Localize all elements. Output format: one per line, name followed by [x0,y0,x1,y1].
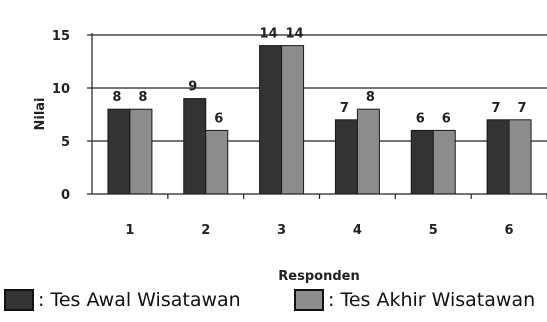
data-label-awal-3: 14 [260,27,278,42]
y-tick-label-5: 5 [61,135,70,150]
legend-label-awal: : Tes Awal Wisatawan [38,289,241,311]
bar-awal-6 [486,119,510,195]
data-label-akhir-6: 7 [518,101,527,116]
y-tick-label-10: 10 [52,82,70,97]
data-labels: 8 8 9 6 14 14 7 8 6 6 7 7 [112,27,526,127]
legend-swatch-akhir [294,289,324,311]
gridlines [92,34,547,142]
legend-item-akhir: : Tes Akhir Wisatawan [294,289,535,311]
legend-label-akhir: : Tes Akhir Wisatawan [328,289,536,311]
data-label-akhir-2: 6 [214,111,223,126]
bar-awal-5 [410,129,434,195]
y-tick-label-15: 15 [52,29,70,44]
bar-akhir-1 [129,108,153,195]
x-tick-label-3: 3 [277,223,286,238]
legend: : Tes Awal Wisatawan : Tes Akhir Wisataw… [0,289,547,319]
data-label-awal-2: 9 [188,80,197,95]
legend-item-awal: : Tes Awal Wisatawan [4,289,241,311]
data-label-akhir-5: 6 [442,111,451,126]
bars [107,45,532,195]
bar-akhir-4 [356,108,380,195]
data-label-awal-1: 8 [112,90,121,105]
bar-awal-1 [107,108,131,195]
x-tick-label-5: 5 [429,223,438,238]
x-tick-label-6: 6 [505,223,514,238]
data-label-awal-5: 6 [416,111,425,126]
y-axis-title: Nilai [33,97,48,130]
bar-awal-4 [334,119,358,195]
bar-akhir-5 [432,129,456,195]
y-tick-label-0: 0 [61,188,70,203]
axes: 0 5 10 15 1 2 3 4 5 6 [52,29,547,238]
legend-swatch-awal [4,289,34,311]
x-tick-label-1: 1 [125,223,134,238]
bar-awal-3 [259,45,283,195]
bar-awal-2 [183,98,207,195]
data-label-awal-4: 7 [340,101,349,116]
data-label-akhir-1: 8 [138,90,147,105]
data-label-awal-6: 7 [492,101,501,116]
bar-akhir-2 [205,129,229,195]
x-axis-title: Responden [278,269,359,284]
x-tick-label-2: 2 [201,223,210,238]
data-label-akhir-4: 8 [366,90,375,105]
data-label-akhir-3: 14 [286,27,304,42]
x-tick-label-4: 4 [353,223,362,238]
bar-akhir-6 [508,119,532,195]
bar-akhir-3 [281,45,305,195]
bar-chart: 8 8 9 6 14 14 7 8 6 6 7 7 0 5 10 15 1 2 3 4 5 6 Nilai Respon… [33,27,547,284]
